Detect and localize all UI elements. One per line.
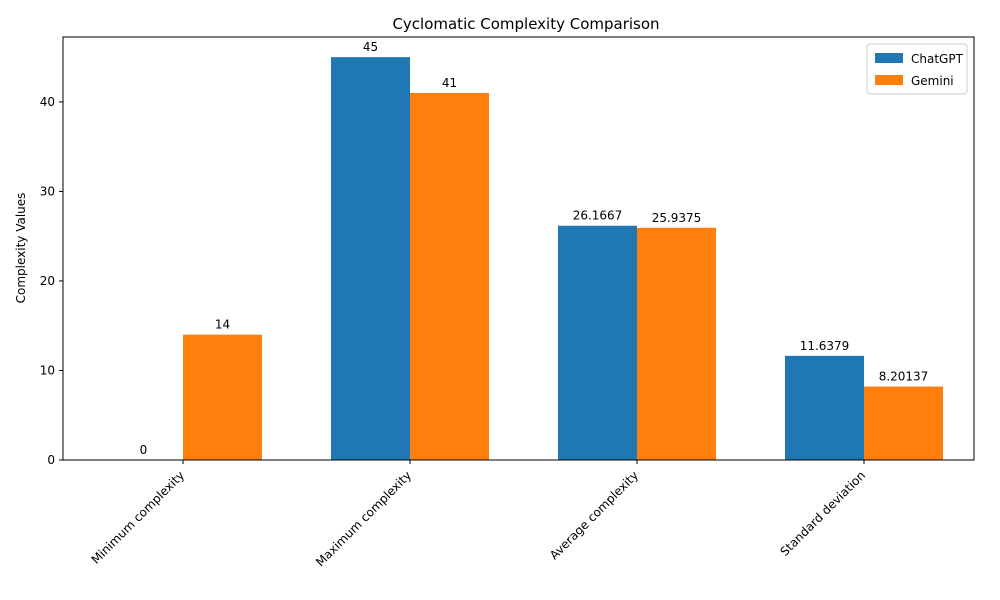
- chart-title: Cyclomatic Complexity Comparison: [392, 15, 659, 33]
- data-labels-layer: 0 45 26.1667 11.6379 14 41 25.9375 8.20137: [140, 40, 929, 457]
- y-tick-label-4: 40: [40, 95, 55, 109]
- bar-gemini-1: [410, 92, 489, 460]
- bars-layer: [183, 57, 943, 461]
- data-label-gemini-0: 14: [215, 318, 230, 332]
- data-label-chatgpt-0: 0: [140, 443, 148, 457]
- data-label-chatgpt-3: 11.6379: [800, 339, 850, 353]
- y-tick-label-1: 10: [40, 363, 55, 377]
- legend-swatch-chatgpt: [875, 53, 903, 63]
- legend-label-gemini: Gemini: [911, 74, 954, 88]
- legend-swatch-gemini: [875, 75, 903, 85]
- data-label-gemini-3: 8.20137: [879, 370, 929, 384]
- bar-gemini-2: [637, 227, 716, 460]
- y-tick-label-3: 30: [40, 184, 55, 198]
- legend: ChatGPT Gemini: [866, 43, 968, 95]
- data-label-chatgpt-1: 45: [363, 40, 378, 54]
- bar-chatgpt-3: [785, 355, 864, 460]
- x-tick-label-0: Minimum complexity: [89, 468, 188, 567]
- plot-frame: [62, 36, 975, 461]
- bar-chatgpt-2: [558, 225, 637, 460]
- data-label-chatgpt-2: 26.1667: [573, 209, 623, 223]
- legend-label-chatgpt: ChatGPT: [911, 52, 964, 66]
- x-tick-label-2: Average complexity: [547, 468, 641, 562]
- bar-gemini-3: [864, 386, 943, 460]
- bar-chatgpt-1: [331, 57, 410, 461]
- x-tick-label-1: Maximum complexity: [313, 468, 414, 569]
- bar-gemini-0: [183, 334, 262, 460]
- data-label-gemini-2: 25.9375: [652, 211, 702, 225]
- data-label-gemini-1: 41: [442, 76, 457, 90]
- y-axis-label: Complexity Values: [14, 193, 28, 304]
- x-tick-label-3: Standard deviation: [777, 468, 868, 559]
- y-tick-label-2: 20: [40, 274, 55, 288]
- y-tick-label-0: 0: [47, 453, 55, 467]
